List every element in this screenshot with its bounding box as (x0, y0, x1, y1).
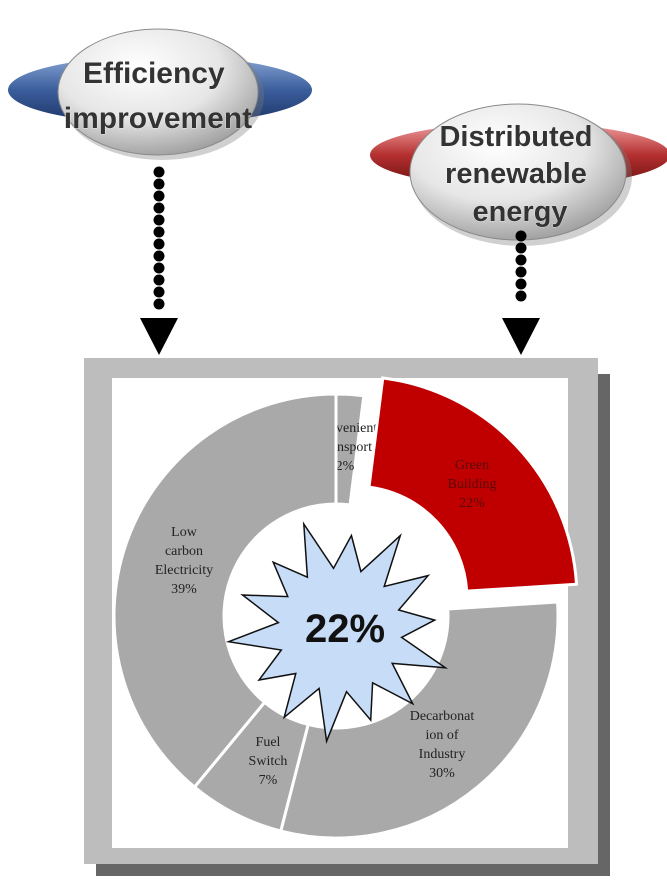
renewable-arrow-head (502, 318, 540, 355)
svg-text:Distributed renewable: Distributed renewable energy (439, 121, 600, 228)
slice-label: Decarbonat ion of Industry 30% (410, 709, 475, 781)
slice-label-line: 2% (336, 459, 355, 474)
connector-dot (515, 266, 527, 278)
renewable-label-line-2: renewable (445, 158, 587, 190)
donut-slice (112, 392, 338, 790)
connector-dot (153, 178, 165, 190)
connector-dot (153, 226, 165, 238)
renewable-label-line-1: Distributed (439, 121, 592, 153)
donut-slice (278, 600, 560, 840)
connector-dot (153, 298, 165, 310)
slice-label-line: Fuel (256, 735, 281, 750)
connector-dot (515, 254, 527, 266)
slice-label-line: Low (171, 525, 198, 540)
efficiency-connector (153, 166, 165, 310)
slice-label: Low carbon Electricity 39% (155, 525, 213, 597)
efficiency-arrow-head (140, 318, 178, 355)
renewable-connector (515, 230, 527, 302)
renewable-bubble: Distributed renewable energy (370, 103, 667, 246)
slice-label-line: 39% (171, 582, 197, 597)
slice-label-line: Electricity (155, 563, 213, 578)
slice-label-line: ion of (425, 728, 458, 743)
connector-dot (153, 202, 165, 214)
connector-dot (515, 290, 527, 302)
slice-label-line: Decarbonat (410, 709, 475, 724)
slice-label-line: 30% (429, 766, 455, 781)
connector-dot (153, 274, 165, 286)
slice-label-line: Industry (419, 747, 466, 762)
efficiency-label-line-1: Efficiency (83, 57, 225, 90)
slice-label-line: Switch (249, 754, 288, 769)
connector-dot (153, 250, 165, 262)
slice-label-line: 7% (259, 773, 278, 788)
slice-label: Green Building 22% (447, 458, 496, 511)
efficiency-label-line-2: improvement (64, 102, 252, 135)
donut-slice (367, 376, 579, 593)
connector-dot (515, 230, 527, 242)
connector-dot (515, 242, 527, 254)
connector-dot (153, 190, 165, 202)
highlight-starburst: 22% (225, 521, 449, 745)
connector-dot (515, 278, 527, 290)
svg-text:Efficiency improvement: Efficiency improvement (64, 57, 252, 135)
slice-label-line: Green (455, 458, 489, 473)
efficiency-bubble: Efficiency improvement (8, 28, 312, 160)
connector-dot (153, 262, 165, 274)
slice-label-line: 22% (459, 496, 485, 511)
slice-label-line: Building (447, 477, 496, 492)
connector-dot (153, 238, 165, 250)
highlight-value: 22% (305, 607, 385, 651)
connector-dot (153, 214, 165, 226)
efficiency-bubble-body (57, 28, 259, 156)
slice-label: Fuel Switch 7% (249, 735, 288, 788)
connector-dot (153, 286, 165, 298)
starburst-shape (225, 521, 449, 745)
connector-dot (153, 166, 165, 178)
renewable-label-line-3: energy (472, 196, 567, 228)
donut-chart: Convenient Transport 2% Green Building 22%Dec… (112, 376, 579, 840)
slice-label-line: carbon (165, 544, 203, 559)
